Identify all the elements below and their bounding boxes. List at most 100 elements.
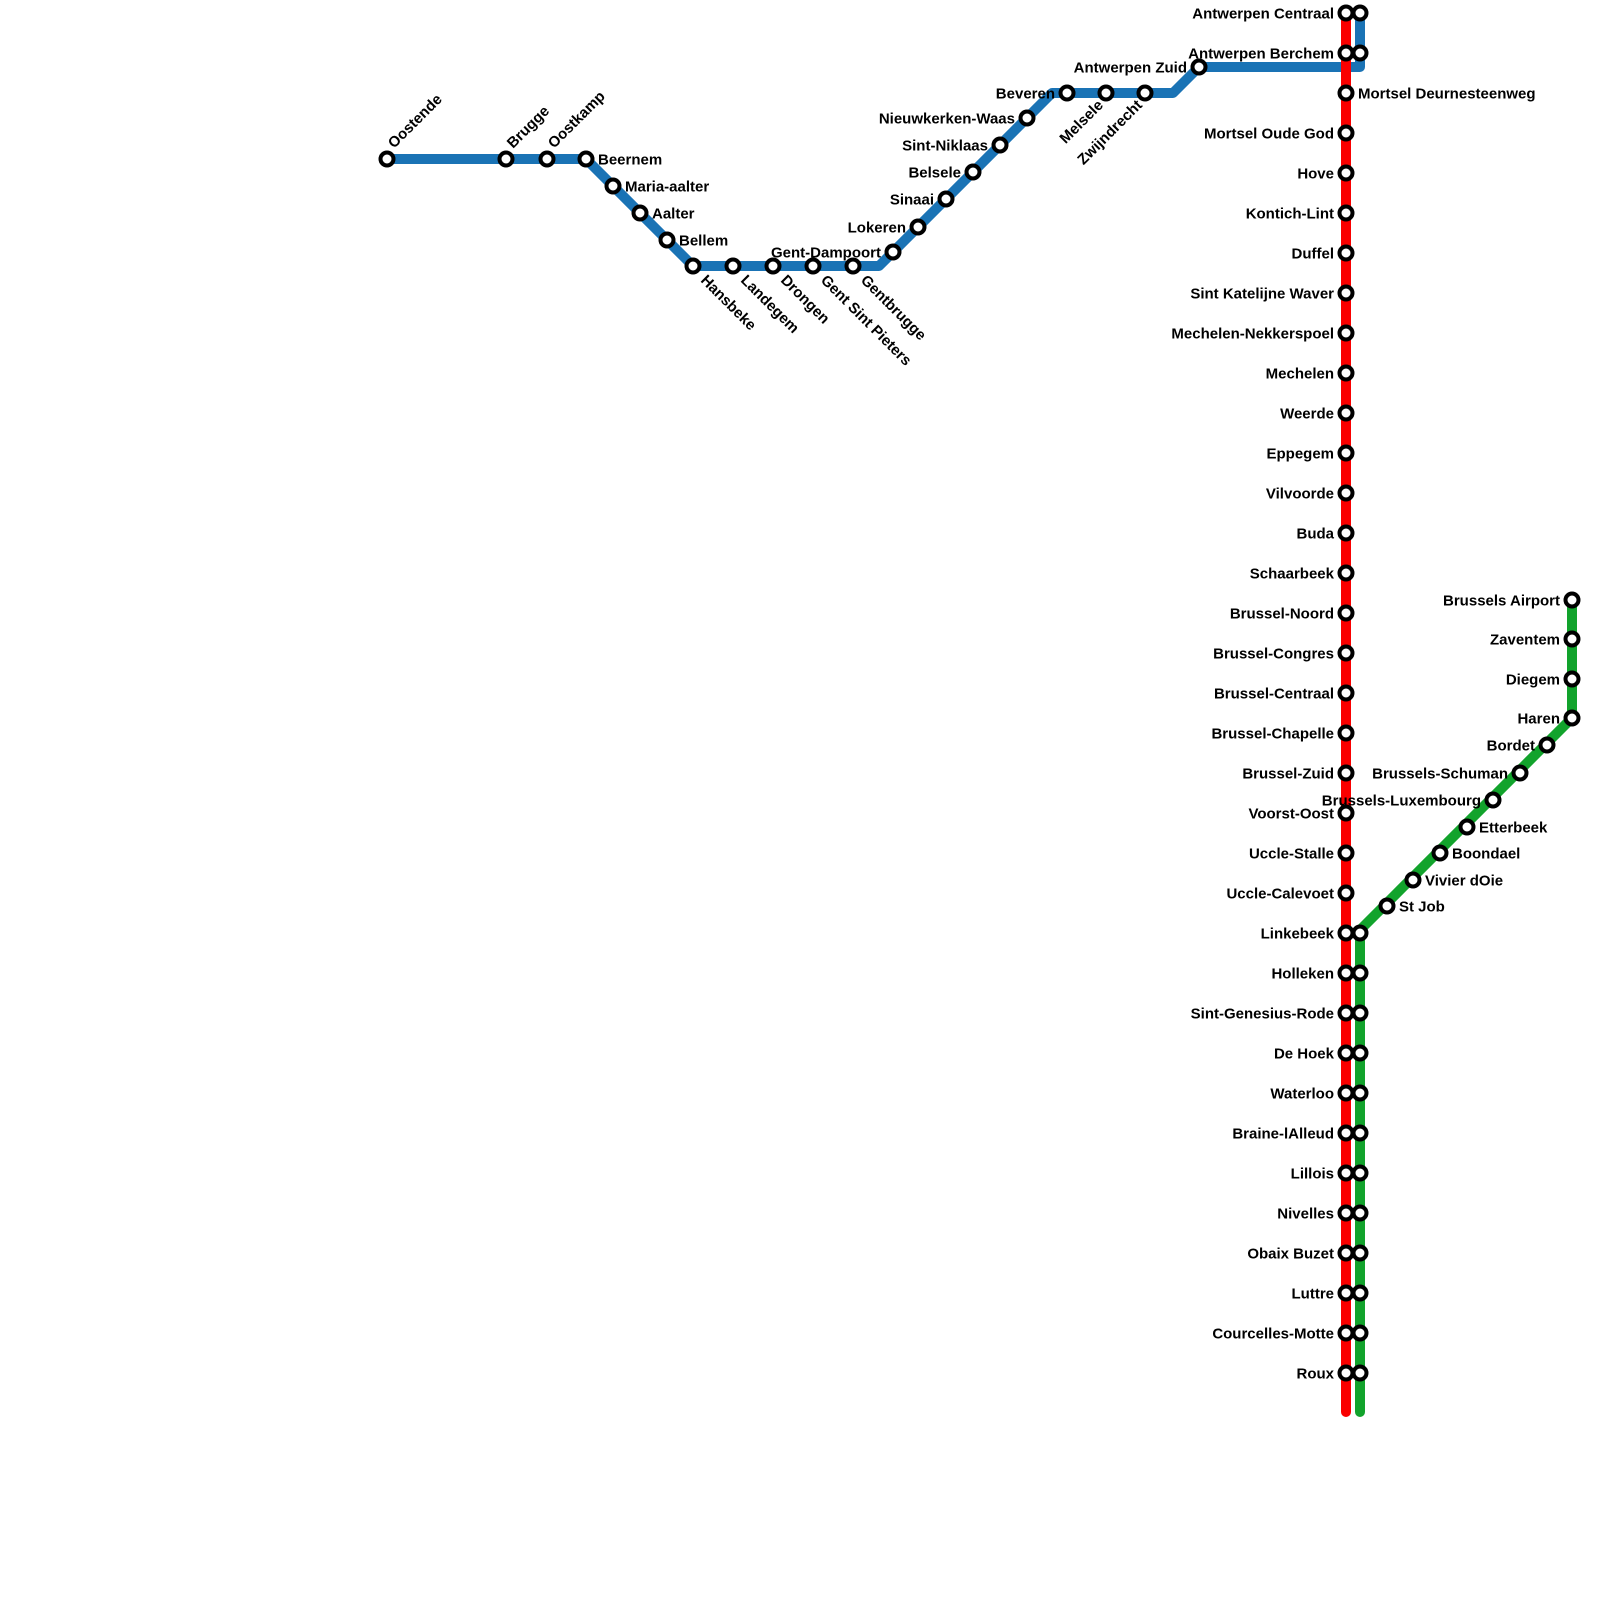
station-label-braine-lalleud: Braine-lAlleud	[1232, 1126, 1334, 1143]
station-dot-beveren	[1058, 84, 1076, 102]
station-label-etterbeek: Etterbeek	[1479, 820, 1548, 837]
station-dot-diegem	[1563, 670, 1581, 688]
station-dot-brussel-centraal	[1337, 684, 1355, 702]
station-label-sinaai: Sinaai	[890, 192, 934, 209]
station-dot-duffel	[1337, 244, 1355, 262]
station-label-brugge: Brugge	[504, 103, 553, 152]
station-label-uccle-calevoet: Uccle-Calevoet	[1226, 886, 1334, 903]
station-dot-antwerpen-berchem	[1351, 44, 1369, 62]
station-dot-zaventem	[1563, 630, 1581, 648]
station-dot-mortsel-oude-god	[1337, 124, 1355, 142]
station-dot-buda	[1337, 524, 1355, 542]
station-dot-lokeren	[909, 218, 927, 236]
station-label-boondael: Boondael	[1452, 846, 1520, 863]
station-label-courcelles-motte: Courcelles-Motte	[1212, 1326, 1334, 1343]
station-dot-antwerpen-centraal	[1337, 4, 1355, 22]
station-dot-lillois	[1337, 1164, 1355, 1182]
stations-layer	[378, 4, 1581, 1382]
station-dot-nivelles	[1351, 1204, 1369, 1222]
station-dot-gent-dampoort	[884, 243, 902, 261]
station-label-brussels-luxembourg: Brussels-Luxembourg	[1322, 793, 1481, 810]
station-dot-schaarbeek	[1337, 564, 1355, 582]
station-dot-brugge	[497, 150, 515, 168]
station-dot-lillois	[1351, 1164, 1369, 1182]
station-dot-brussels-airport	[1563, 591, 1581, 609]
station-label-duffel: Duffel	[1292, 246, 1335, 263]
station-dot-oostende	[378, 150, 396, 168]
station-label-brussels-airport: Brussels Airport	[1443, 593, 1560, 610]
station-dot-courcelles-motte	[1351, 1324, 1369, 1342]
station-label-sint-katelijne-waver: Sint Katelijne Waver	[1190, 286, 1334, 303]
station-dot-belsele	[964, 163, 982, 181]
station-label-lokeren: Lokeren	[848, 220, 906, 237]
station-label-mortsel-oude-god: Mortsel Oude God	[1204, 126, 1334, 143]
station-dot-nieuwkerken-waas	[1018, 109, 1036, 127]
station-label-bordet: Bordet	[1487, 738, 1535, 755]
station-dot-antwerpen-centraal	[1351, 4, 1369, 22]
station-dot-sinaai	[937, 190, 955, 208]
station-label-nieuwkerken-waas: Nieuwkerken-Waas	[879, 111, 1015, 128]
station-label-belsele: Belsele	[908, 165, 961, 182]
station-dot-landegem	[724, 257, 742, 275]
station-dot-luttre	[1351, 1284, 1369, 1302]
lines-layer	[382, 8, 1577, 1417]
station-dot-brussel-zuid	[1337, 764, 1355, 782]
station-label-brussel-chapelle: Brussel-Chapelle	[1211, 726, 1334, 743]
station-label-maria-aalter: Maria-aalter	[625, 179, 709, 196]
station-label-vivier-doie: Vivier dOie	[1425, 873, 1503, 890]
station-label-holleken: Holleken	[1271, 966, 1334, 983]
station-label-gent-dampoort: Gent-Dampoort	[771, 245, 881, 262]
station-label-hove: Hove	[1297, 166, 1334, 183]
station-label-schaarbeek: Schaarbeek	[1250, 566, 1335, 583]
station-label-vilvoorde: Vilvoorde	[1266, 486, 1334, 503]
station-dot-mechelen-nekkerspoel	[1337, 324, 1355, 342]
station-label-beernem: Beernem	[598, 152, 662, 169]
station-label-oostkamp: Oostkamp	[545, 88, 609, 152]
station-label-mortsel-deurnesteenweg: Mortsel Deurnesteenweg	[1358, 86, 1536, 103]
station-label-brussel-noord: Brussel-Noord	[1230, 606, 1334, 623]
station-label-mechelen-nekkerspoel: Mechelen-Nekkerspoel	[1171, 326, 1334, 343]
station-label-antwerpen-berchem: Antwerpen Berchem	[1188, 46, 1334, 63]
station-dot-linkebeek	[1351, 924, 1369, 942]
station-dot-linkebeek	[1337, 924, 1355, 942]
station-dot-st-job	[1378, 897, 1396, 915]
station-dot-uccle-stalle	[1337, 844, 1355, 862]
blue-line-path	[382, 8, 1365, 271]
station-dot-hansbeke	[684, 257, 702, 275]
station-dot-brussel-congres	[1337, 644, 1355, 662]
station-label-luttre: Luttre	[1292, 1286, 1335, 1303]
station-label-brussel-zuid: Brussel-Zuid	[1242, 766, 1334, 783]
station-label-de-hoek: De Hoek	[1274, 1046, 1335, 1063]
station-dot-brussels-schuman	[1511, 764, 1529, 782]
station-label-eppegem: Eppegem	[1266, 446, 1334, 463]
station-label-voorst-oost: Voorst-Oost	[1248, 806, 1334, 823]
station-dot-zwijndrecht	[1136, 84, 1154, 102]
station-dot-holleken	[1351, 964, 1369, 982]
station-dot-de-hoek	[1337, 1044, 1355, 1062]
station-dot-sint-niklaas	[991, 136, 1009, 154]
station-dot-courcelles-motte	[1337, 1324, 1355, 1342]
station-dot-bordet	[1538, 736, 1556, 754]
station-dot-brussel-noord	[1337, 604, 1355, 622]
station-dot-etterbeek	[1458, 818, 1476, 836]
station-label-bellem: Bellem	[679, 233, 728, 250]
station-dot-melsele	[1097, 84, 1115, 102]
station-dot-waterloo	[1337, 1084, 1355, 1102]
station-label-mechelen: Mechelen	[1266, 366, 1334, 383]
station-dot-nivelles	[1337, 1204, 1355, 1222]
station-dot-antwerpen-zuid	[1190, 58, 1208, 76]
station-dot-brussels-luxembourg	[1484, 791, 1502, 809]
station-dot-braine-lalleud	[1337, 1124, 1355, 1142]
station-dot-waterloo	[1351, 1084, 1369, 1102]
station-label-beveren: Beveren	[996, 86, 1055, 103]
station-label-brussel-congres: Brussel-Congres	[1213, 646, 1334, 663]
station-label-haren: Haren	[1517, 711, 1560, 728]
station-dot-holleken	[1337, 964, 1355, 982]
station-label-zaventem: Zaventem	[1490, 632, 1560, 649]
station-dot-obaix-buzet	[1337, 1244, 1355, 1262]
station-label-lillois: Lillois	[1291, 1166, 1334, 1183]
station-label-brussel-centraal: Brussel-Centraal	[1214, 686, 1334, 703]
